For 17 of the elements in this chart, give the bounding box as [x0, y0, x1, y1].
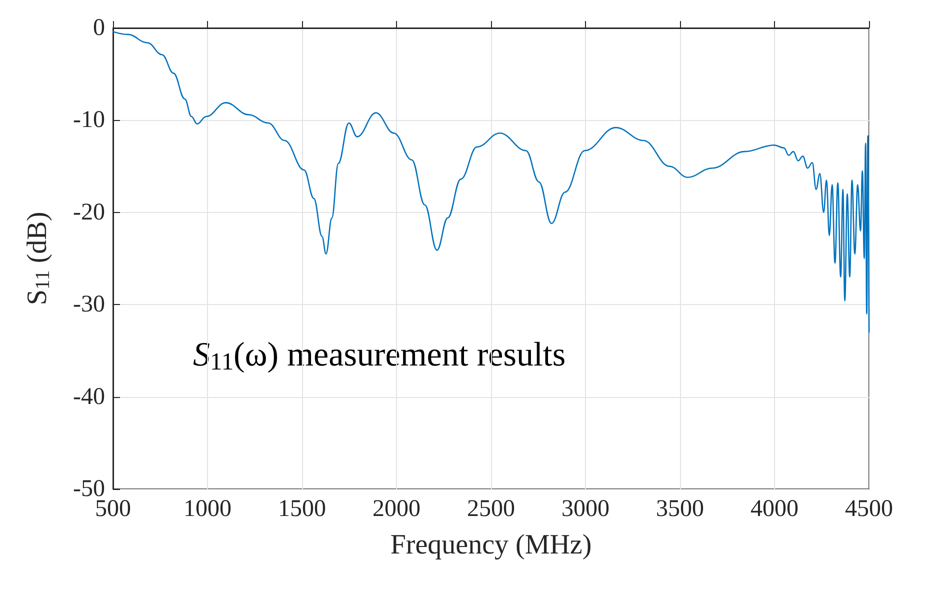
- y-tick-label: 0: [93, 15, 105, 41]
- x-tick-label: 1000: [184, 496, 232, 522]
- y-axis-title: S11 (dB): [22, 212, 54, 306]
- x-axis-title: Frequency (MHz): [390, 530, 592, 560]
- x-tick-label: 3000: [562, 496, 610, 522]
- line-series: [112, 31, 870, 333]
- x-tick-label: 500: [95, 496, 131, 522]
- x-tick-label: 1500: [278, 496, 326, 522]
- y-tick-label: -30: [73, 292, 105, 318]
- y-tick-label: -20: [73, 199, 105, 226]
- x-tick-label: 4000: [750, 496, 798, 522]
- y-tick-label: -10: [73, 107, 105, 134]
- y-tick-label: -40: [73, 384, 105, 410]
- x-tick-label: 2000: [372, 496, 420, 522]
- x-tick-label: 3500: [656, 496, 704, 522]
- x-tick-label: 4500: [845, 496, 893, 522]
- x-tick-label: 2500: [467, 496, 515, 522]
